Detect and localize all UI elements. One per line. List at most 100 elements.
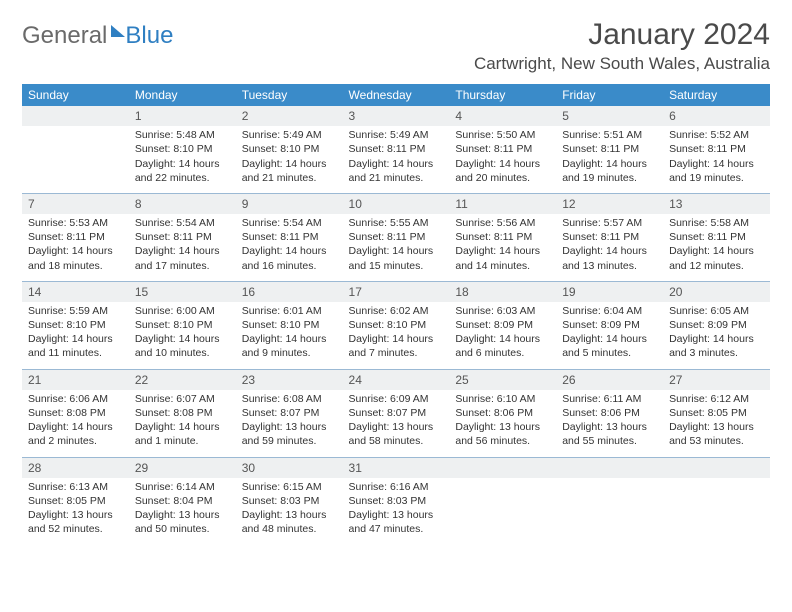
- sunrise-text: Sunrise: 5:52 AM: [669, 128, 764, 142]
- daylight-text: and 20 minutes.: [455, 171, 550, 185]
- sunrise-text: Sunrise: 5:55 AM: [349, 216, 444, 230]
- day-body-cell: Sunrise: 6:00 AMSunset: 8:10 PMDaylight:…: [129, 302, 236, 369]
- daylight-text: Daylight: 14 hours: [135, 420, 230, 434]
- daylight-text: and 15 minutes.: [349, 259, 444, 273]
- day-number-cell: 19: [556, 282, 663, 302]
- day-body-cell: Sunrise: 6:13 AMSunset: 8:05 PMDaylight:…: [22, 478, 129, 545]
- day-body-cell: Sunrise: 5:59 AMSunset: 8:10 PMDaylight:…: [22, 302, 129, 369]
- weekday-header: Thursday: [449, 84, 556, 106]
- daylight-text: and 7 minutes.: [349, 346, 444, 360]
- day-body-cell: Sunrise: 6:03 AMSunset: 8:09 PMDaylight:…: [449, 302, 556, 369]
- day-body-cell: Sunrise: 6:01 AMSunset: 8:10 PMDaylight:…: [236, 302, 343, 369]
- sunrise-text: Sunrise: 5:54 AM: [135, 216, 230, 230]
- day-number-cell: [556, 458, 663, 478]
- day-body-cell: Sunrise: 6:07 AMSunset: 8:08 PMDaylight:…: [129, 390, 236, 457]
- daylight-text: and 19 minutes.: [562, 171, 657, 185]
- daylight-text: Daylight: 14 hours: [349, 332, 444, 346]
- sunset-text: Sunset: 8:10 PM: [135, 142, 230, 156]
- day-number-row: 28293031: [22, 458, 770, 478]
- sunset-text: Sunset: 8:11 PM: [349, 142, 444, 156]
- sunset-text: Sunset: 8:11 PM: [135, 230, 230, 244]
- sunset-text: Sunset: 8:10 PM: [28, 318, 123, 332]
- sunset-text: Sunset: 8:10 PM: [242, 318, 337, 332]
- sunset-text: Sunset: 8:09 PM: [669, 318, 764, 332]
- day-body-row: Sunrise: 5:53 AMSunset: 8:11 PMDaylight:…: [22, 214, 770, 281]
- sunset-text: Sunset: 8:09 PM: [455, 318, 550, 332]
- day-number-row: 14151617181920: [22, 282, 770, 302]
- daylight-text: Daylight: 14 hours: [135, 244, 230, 258]
- daylight-text: and 11 minutes.: [28, 346, 123, 360]
- sunset-text: Sunset: 8:07 PM: [349, 406, 444, 420]
- day-body-cell: Sunrise: 5:52 AMSunset: 8:11 PMDaylight:…: [663, 126, 770, 193]
- sunrise-text: Sunrise: 6:07 AM: [135, 392, 230, 406]
- daylight-text: Daylight: 14 hours: [349, 244, 444, 258]
- day-number-cell: 3: [343, 106, 450, 126]
- day-number-cell: [449, 458, 556, 478]
- daylight-text: Daylight: 14 hours: [562, 332, 657, 346]
- day-number-cell: 23: [236, 370, 343, 390]
- daylight-text: and 55 minutes.: [562, 434, 657, 448]
- sunset-text: Sunset: 8:05 PM: [28, 494, 123, 508]
- daylight-text: Daylight: 14 hours: [669, 244, 764, 258]
- day-number-cell: 10: [343, 194, 450, 214]
- day-body-cell: Sunrise: 6:08 AMSunset: 8:07 PMDaylight:…: [236, 390, 343, 457]
- day-body-cell: Sunrise: 6:09 AMSunset: 8:07 PMDaylight:…: [343, 390, 450, 457]
- sunset-text: Sunset: 8:08 PM: [135, 406, 230, 420]
- daylight-text: Daylight: 14 hours: [669, 157, 764, 171]
- logo-word-general: General: [22, 22, 107, 50]
- sunrise-text: Sunrise: 6:15 AM: [242, 480, 337, 494]
- day-body-cell: Sunrise: 5:51 AMSunset: 8:11 PMDaylight:…: [556, 126, 663, 193]
- daylight-text: Daylight: 13 hours: [669, 420, 764, 434]
- day-number-cell: 5: [556, 106, 663, 126]
- day-body-cell: Sunrise: 5:54 AMSunset: 8:11 PMDaylight:…: [236, 214, 343, 281]
- sunrise-text: Sunrise: 6:12 AM: [669, 392, 764, 406]
- sunrise-text: Sunrise: 5:57 AM: [562, 216, 657, 230]
- daylight-text: Daylight: 14 hours: [242, 244, 337, 258]
- sunrise-text: Sunrise: 5:59 AM: [28, 304, 123, 318]
- daylight-text: and 22 minutes.: [135, 171, 230, 185]
- day-body-cell: [22, 126, 129, 193]
- daylight-text: Daylight: 13 hours: [562, 420, 657, 434]
- sunrise-text: Sunrise: 6:16 AM: [349, 480, 444, 494]
- daylight-text: and 3 minutes.: [669, 346, 764, 360]
- day-number-cell: 29: [129, 458, 236, 478]
- day-number-cell: 26: [556, 370, 663, 390]
- day-number-cell: 21: [22, 370, 129, 390]
- daylight-text: Daylight: 14 hours: [28, 420, 123, 434]
- day-number-row: 21222324252627: [22, 370, 770, 390]
- daylight-text: and 21 minutes.: [242, 171, 337, 185]
- sunrise-text: Sunrise: 6:11 AM: [562, 392, 657, 406]
- day-number-cell: 22: [129, 370, 236, 390]
- weekday-header: Monday: [129, 84, 236, 106]
- weekday-header-row: Sunday Monday Tuesday Wednesday Thursday…: [22, 84, 770, 106]
- logo: General Blue: [22, 22, 173, 50]
- sunrise-text: Sunrise: 6:13 AM: [28, 480, 123, 494]
- sunset-text: Sunset: 8:04 PM: [135, 494, 230, 508]
- sunset-text: Sunset: 8:08 PM: [28, 406, 123, 420]
- day-number-cell: 1: [129, 106, 236, 126]
- day-body-cell: Sunrise: 5:53 AMSunset: 8:11 PMDaylight:…: [22, 214, 129, 281]
- sunset-text: Sunset: 8:10 PM: [135, 318, 230, 332]
- day-body-cell: Sunrise: 5:55 AMSunset: 8:11 PMDaylight:…: [343, 214, 450, 281]
- sunrise-text: Sunrise: 5:49 AM: [242, 128, 337, 142]
- weekday-header: Tuesday: [236, 84, 343, 106]
- day-body-cell: Sunrise: 6:10 AMSunset: 8:06 PMDaylight:…: [449, 390, 556, 457]
- sunset-text: Sunset: 8:11 PM: [562, 230, 657, 244]
- sunset-text: Sunset: 8:07 PM: [242, 406, 337, 420]
- sunrise-text: Sunrise: 6:02 AM: [349, 304, 444, 318]
- sunrise-text: Sunrise: 6:01 AM: [242, 304, 337, 318]
- sunrise-text: Sunrise: 6:03 AM: [455, 304, 550, 318]
- day-number-cell: 28: [22, 458, 129, 478]
- day-body-cell: [663, 478, 770, 545]
- day-number-cell: 14: [22, 282, 129, 302]
- sunset-text: Sunset: 8:11 PM: [455, 142, 550, 156]
- weekday-header: Friday: [556, 84, 663, 106]
- title-block: January 2024 Cartwright, New South Wales…: [474, 18, 770, 78]
- day-body-cell: Sunrise: 6:04 AMSunset: 8:09 PMDaylight:…: [556, 302, 663, 369]
- day-number-cell: 2: [236, 106, 343, 126]
- day-body-cell: Sunrise: 6:15 AMSunset: 8:03 PMDaylight:…: [236, 478, 343, 545]
- day-number-cell: 12: [556, 194, 663, 214]
- day-number-cell: 30: [236, 458, 343, 478]
- sunrise-text: Sunrise: 6:14 AM: [135, 480, 230, 494]
- sunset-text: Sunset: 8:11 PM: [669, 230, 764, 244]
